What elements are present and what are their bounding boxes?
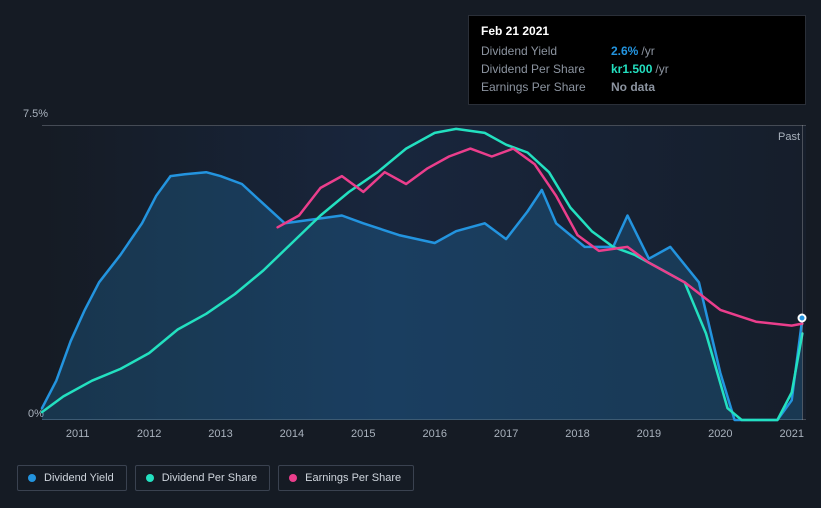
legend-item-label: Dividend Yield <box>44 472 114 484</box>
tooltip-row-value: 2.6%/yr <box>611 42 655 60</box>
legend: Dividend Yield Dividend Per Share Earnings… <box>17 465 414 491</box>
legend-item[interactable]: Dividend Yield <box>17 465 127 491</box>
chart-lines <box>42 125 806 420</box>
tooltip-row-unit: /yr <box>641 44 654 58</box>
x-tick: 2019 <box>637 428 661 440</box>
tooltip-row-unit: /yr <box>655 62 668 76</box>
tooltip-row: Dividend Yield2.6%/yr <box>481 42 793 60</box>
legend-item-label: Dividend Per Share <box>162 472 257 484</box>
x-tick: 2018 <box>565 428 589 440</box>
legend-item[interactable]: Earnings Per Share <box>278 465 414 491</box>
legend-item-label: Earnings Per Share <box>305 472 401 484</box>
hover-marker-line <box>802 125 803 420</box>
x-tick: 2020 <box>708 428 732 440</box>
tooltip-row-value: kr1.500/yr <box>611 60 669 78</box>
legend-dot-icon <box>28 474 36 482</box>
tooltip-title: Feb 21 2021 <box>481 24 793 38</box>
x-tick: 2016 <box>422 428 446 440</box>
x-tick: 2012 <box>137 428 161 440</box>
y-tick-max: 7.5% <box>23 108 48 120</box>
x-tick: 2021 <box>779 428 803 440</box>
x-tick: 2017 <box>494 428 518 440</box>
tooltip-row: Dividend Per Sharekr1.500/yr <box>481 60 793 78</box>
x-tick: 2013 <box>208 428 232 440</box>
x-tick: 2011 <box>66 428 90 440</box>
legend-item[interactable]: Dividend Per Share <box>135 465 270 491</box>
area-dividend_yield <box>42 172 802 420</box>
legend-dot-icon <box>146 474 154 482</box>
legend-dot-icon <box>289 474 297 482</box>
tooltip-row-label: Earnings Per Share <box>481 78 611 96</box>
x-tick: 2015 <box>351 428 375 440</box>
tooltip-row-label: Dividend Per Share <box>481 60 611 78</box>
hover-marker-dot <box>798 313 807 322</box>
tooltip-row: Earnings Per ShareNo data <box>481 78 793 96</box>
tooltip-row-value: No data <box>611 78 655 96</box>
tooltip-row-label: Dividend Yield <box>481 42 611 60</box>
tooltip: Feb 21 2021 Dividend Yield2.6%/yrDividen… <box>468 15 806 105</box>
x-tick: 2014 <box>280 428 304 440</box>
